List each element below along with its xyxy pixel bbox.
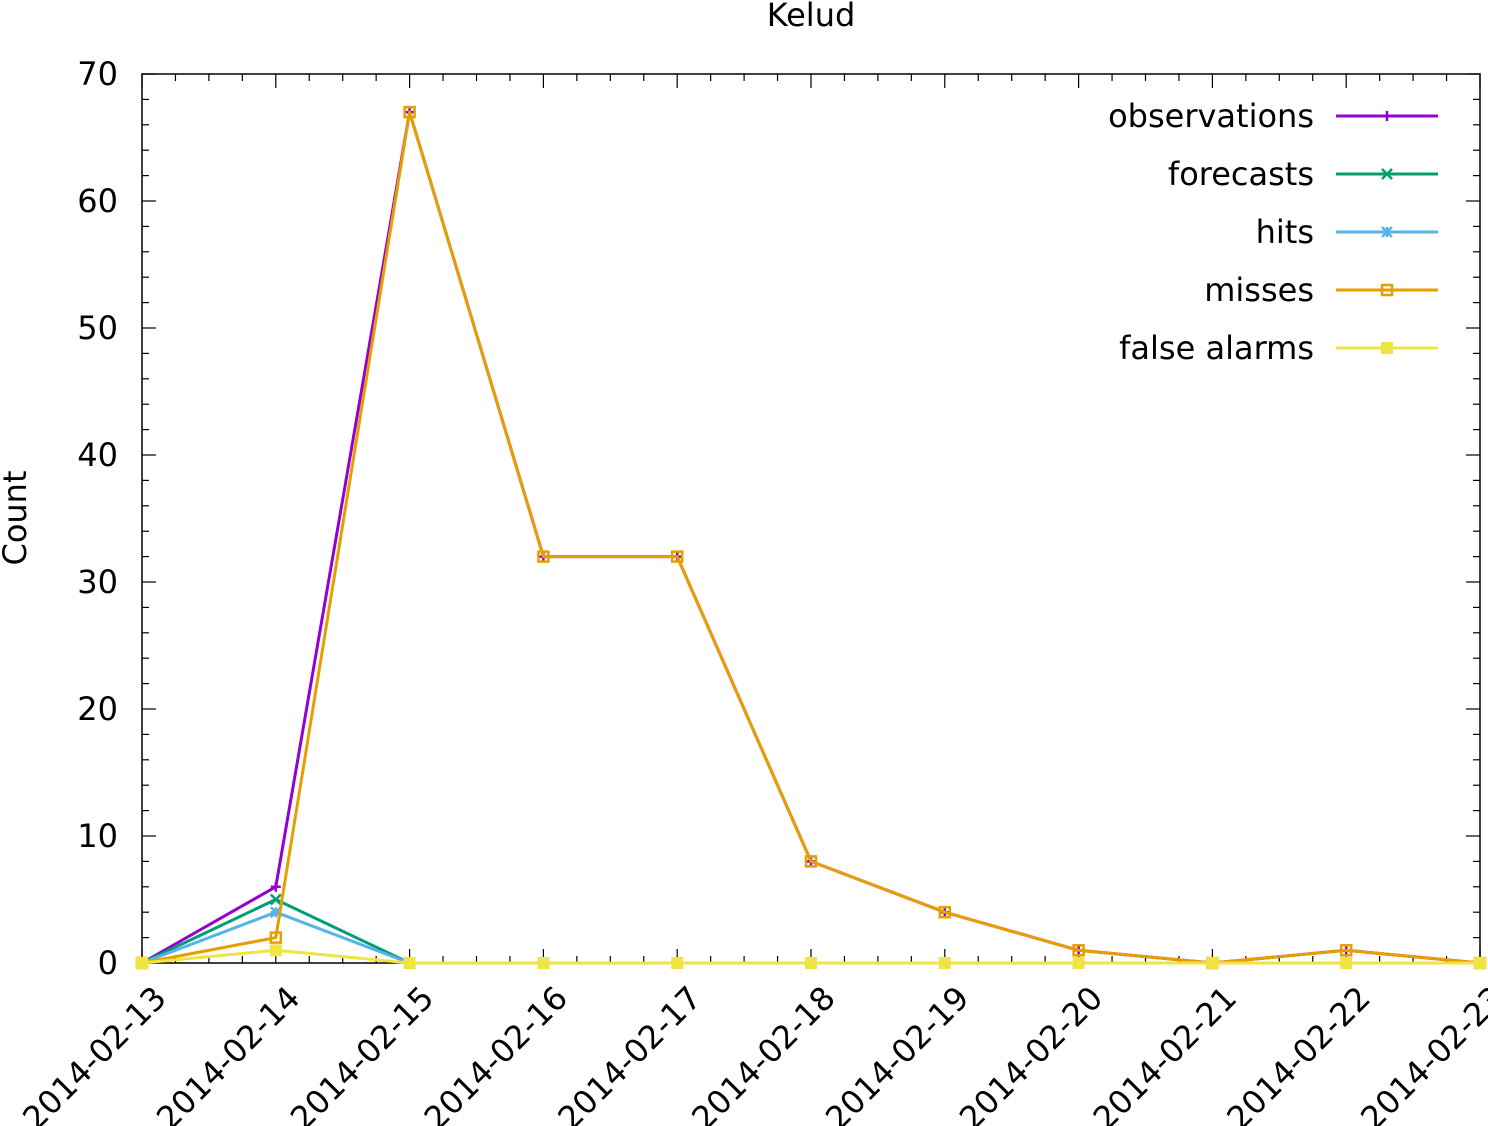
data-point — [537, 550, 550, 563]
y-tick-label: 20 — [77, 690, 118, 728]
y-tick-label: 70 — [77, 55, 118, 93]
data-point — [269, 931, 283, 944]
chart-title: Kelud — [767, 0, 856, 34]
series-layer — [135, 105, 1487, 970]
data-point — [269, 906, 282, 919]
data-point — [403, 105, 416, 119]
legend-label: false alarms — [1119, 329, 1314, 367]
legend-label: hits — [1256, 213, 1314, 251]
x-tick-label: 2014-02-15 — [283, 979, 441, 1126]
x-tick-label: 2014-02-19 — [818, 979, 976, 1126]
series-line — [141, 110, 1481, 965]
y-tick-label: 60 — [77, 182, 118, 220]
legend-entry: forecasts — [1168, 155, 1438, 193]
legend-label: observations — [1108, 97, 1314, 135]
y-tick-label: 30 — [77, 563, 118, 601]
legend-entry: hits — [1256, 213, 1438, 251]
y-tick-label: 10 — [77, 817, 118, 855]
data-point — [269, 944, 282, 957]
data-point — [270, 881, 281, 892]
y-axis-label: Count — [0, 470, 34, 565]
data-point — [136, 957, 148, 969]
data-point — [1382, 111, 1392, 121]
data-point — [671, 957, 684, 969]
data-point — [1474, 957, 1486, 969]
data-point — [1381, 226, 1393, 238]
data-point — [1339, 944, 1353, 957]
x-tick-label: 2014-02-18 — [684, 979, 842, 1126]
x-tick-label: 2014-02-23 — [1353, 979, 1488, 1126]
y-tick-label: 0 — [98, 944, 118, 982]
data-point — [938, 905, 952, 919]
x-tick-label: 2014-02-13 — [15, 979, 173, 1126]
y-tick-label: 50 — [77, 309, 118, 347]
legend-entry: observations — [1108, 97, 1438, 135]
x-tick-label: 2014-02-17 — [550, 979, 708, 1126]
legend-entry: false alarms — [1119, 329, 1438, 367]
series-false-alarms — [136, 944, 1486, 969]
x-tick-label: 2014-02-16 — [417, 979, 575, 1126]
data-point — [1340, 957, 1353, 969]
x-tick-label: 2014-02-21 — [1086, 979, 1244, 1126]
data-point — [1381, 168, 1393, 180]
data-point — [804, 855, 818, 868]
x-tick-label: 2014-02-14 — [149, 979, 307, 1126]
legend: observations forecasts hits misses false ala… — [1108, 97, 1438, 367]
data-point — [1072, 957, 1085, 969]
data-point — [403, 957, 416, 969]
data-point — [537, 957, 550, 969]
legend-label: forecasts — [1168, 155, 1314, 193]
data-point — [1380, 283, 1394, 297]
data-point — [1206, 957, 1219, 969]
x-tick-label: 2014-02-22 — [1219, 979, 1377, 1126]
data-point — [1381, 342, 1393, 354]
data-point — [269, 893, 282, 906]
data-point — [938, 957, 951, 969]
y-tick-label: 40 — [77, 436, 118, 474]
data-point — [805, 957, 817, 969]
legend-entry: misses — [1204, 271, 1438, 309]
data-point — [1072, 944, 1085, 957]
x-tick-label: 2014-02-20 — [952, 979, 1110, 1126]
data-point — [670, 550, 684, 563]
legend-label: misses — [1204, 271, 1314, 309]
